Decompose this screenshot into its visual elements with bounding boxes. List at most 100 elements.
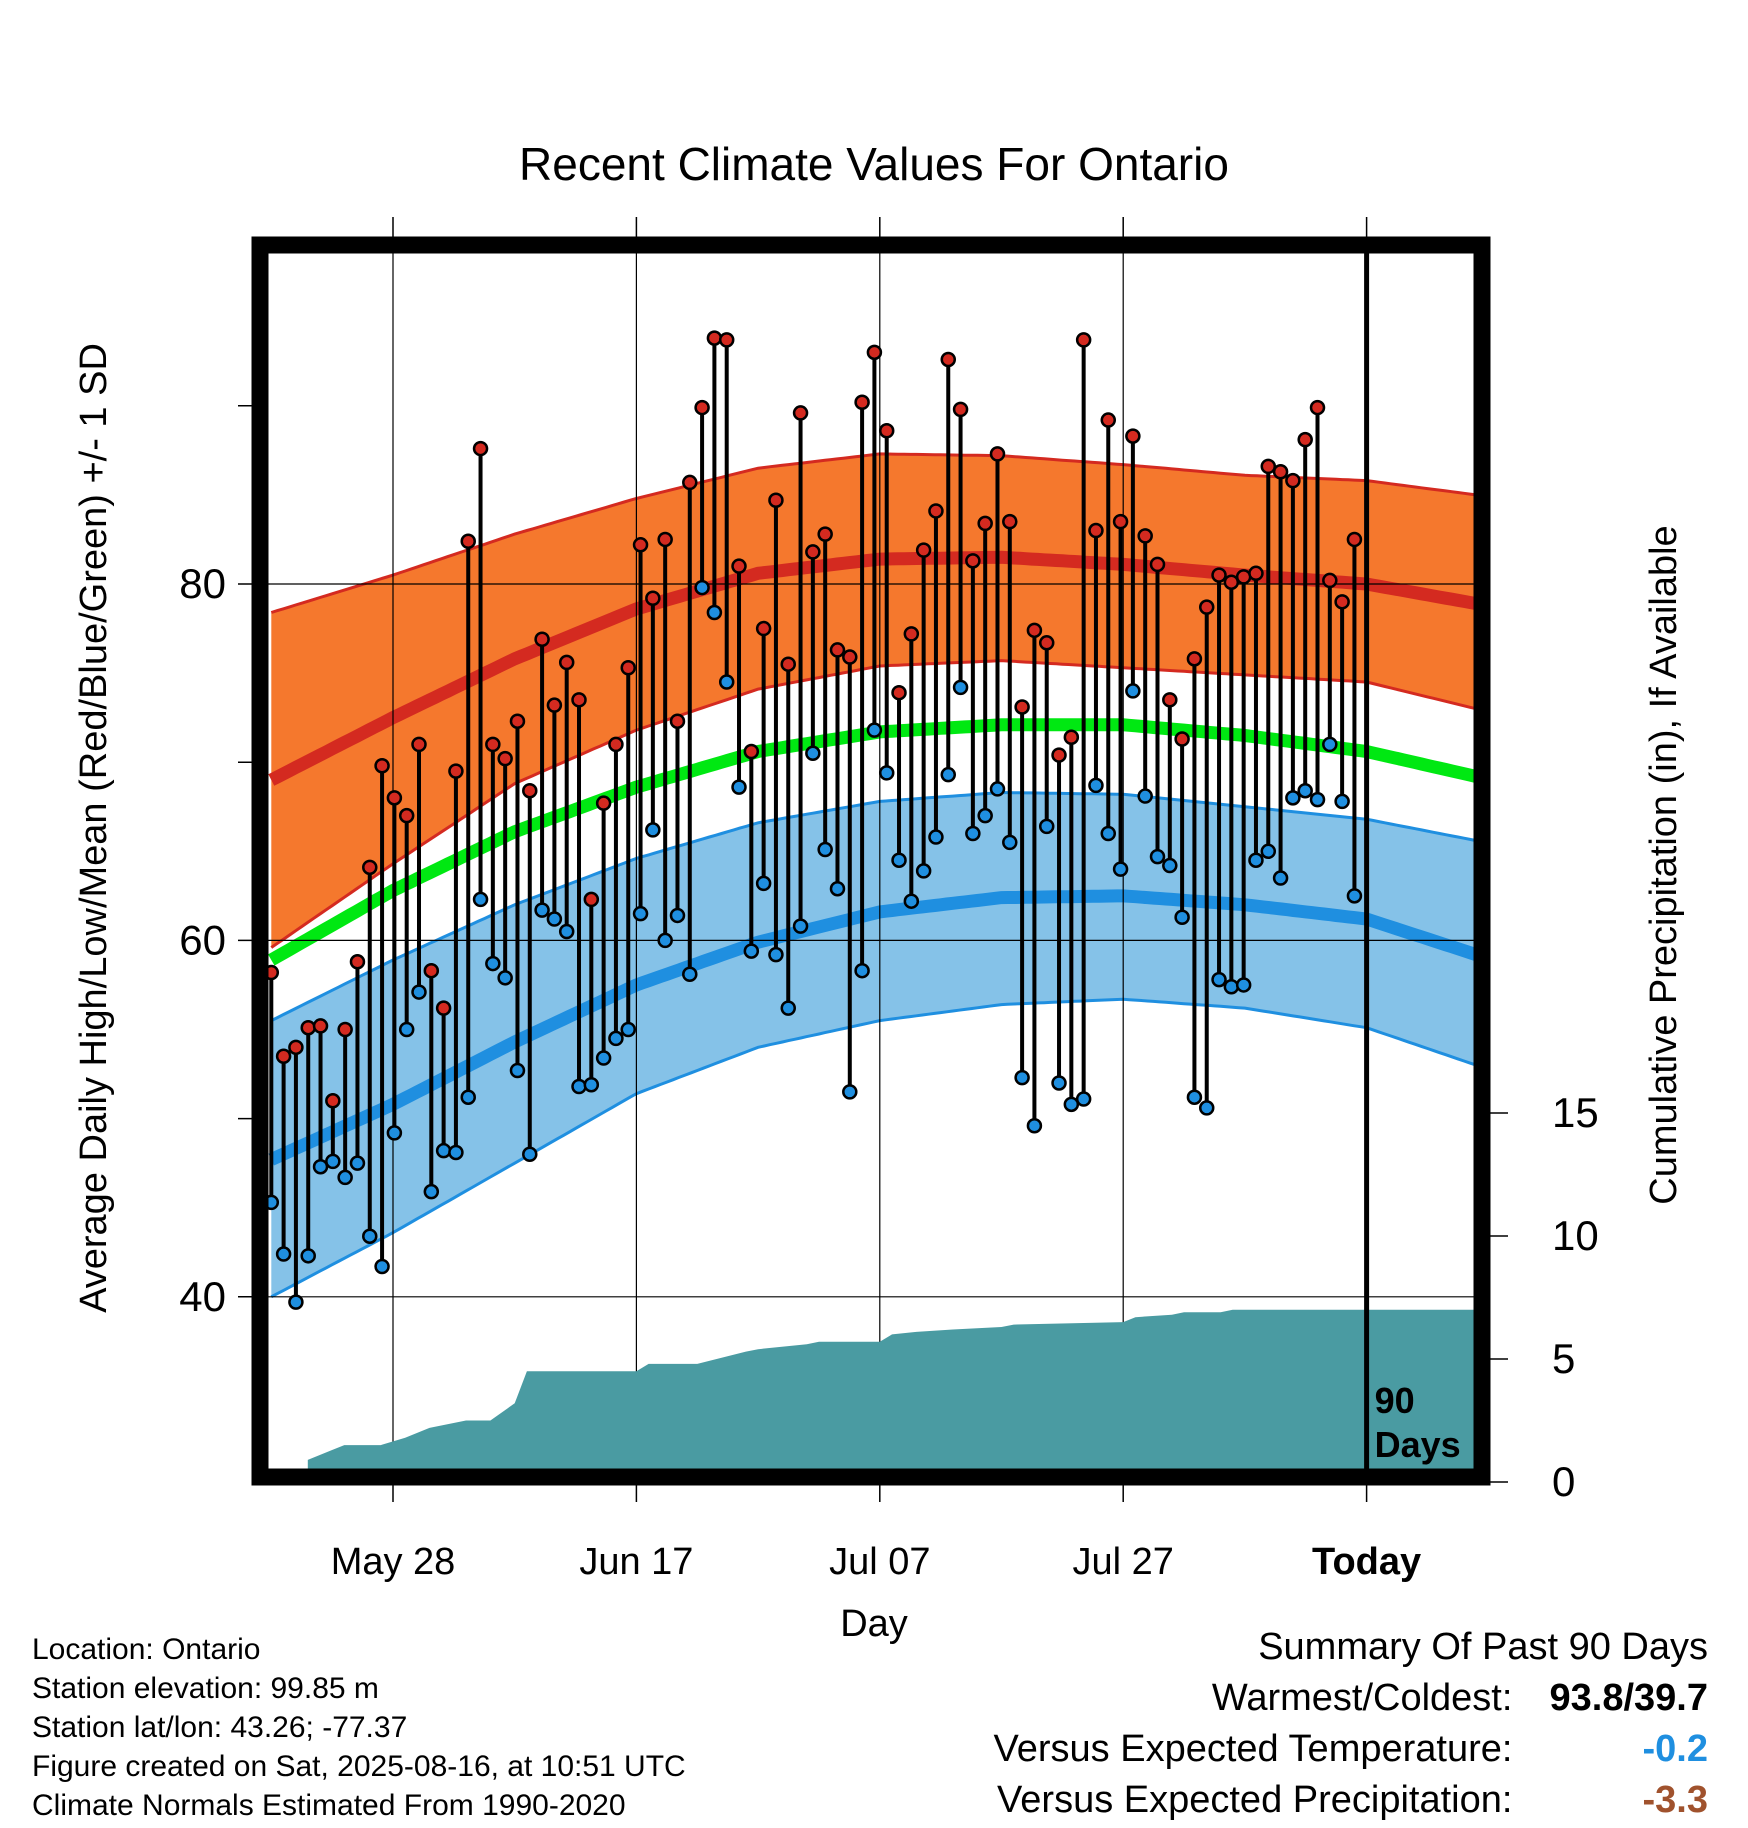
daily-low-point: [362, 1228, 378, 1244]
daily-high-point: [989, 446, 1006, 462]
daily-high-point: [977, 515, 993, 532]
y2-tick-label: 0: [1552, 1458, 1575, 1505]
daily-high-point: [337, 1021, 353, 1038]
daily-high-point: [731, 558, 747, 574]
today-days-label: 90 Days: [1375, 1380, 1461, 1465]
daily-high-point: [1309, 399, 1326, 416]
chart-title: Recent Climate Values For Ontario: [519, 138, 1229, 190]
daily-low-point: [1198, 1100, 1215, 1116]
daily-low-point: [891, 852, 907, 868]
daily-low-point: [768, 946, 784, 963]
daily-low-point: [1297, 782, 1313, 799]
daily-high-point: [1346, 531, 1363, 548]
daily-high-point: [829, 642, 846, 658]
daily-high-point: [472, 440, 489, 457]
daily-low-point: [386, 1125, 403, 1141]
daily-high-point: [1038, 635, 1055, 651]
daily-high-point: [1211, 567, 1227, 583]
daily-high-point: [1297, 431, 1313, 448]
daily-high-point: [1026, 622, 1043, 639]
daily-high-point: [805, 544, 821, 560]
daily-low-point: [485, 955, 501, 972]
daily-low-point: [349, 1155, 366, 1171]
daily-low-point: [571, 1078, 587, 1095]
daily-low-point: [595, 1050, 612, 1066]
daily-high-point: [817, 526, 833, 542]
daily-high-point: [1100, 412, 1117, 428]
daily-low-point: [288, 1294, 304, 1310]
x-tick-label: Jul 07: [829, 1541, 930, 1583]
daily-low-point: [435, 1142, 452, 1159]
daily-low-point: [608, 1030, 624, 1047]
daily-high-point: [423, 962, 440, 979]
daily-high-point: [1014, 699, 1030, 715]
daily-low-point: [792, 918, 809, 934]
daily-high-point: [878, 422, 895, 439]
precip-anomaly-label: Versus Expected Precipitation:: [997, 1779, 1513, 1821]
daily-high-point: [583, 891, 600, 908]
y-tick-label: 60: [179, 916, 226, 963]
daily-low-point: [337, 1169, 353, 1186]
daily-high-point: [755, 620, 772, 637]
warm-cold-value: 93.8/39.7: [1549, 1677, 1708, 1719]
summary-warm-cold: Warmest/Coldest: 93.8/39.7: [994, 1673, 1708, 1724]
daily-low-point: [1075, 1091, 1092, 1107]
daily-low-point: [1174, 909, 1190, 925]
daily-low-point: [534, 902, 550, 918]
daily-high-point: [1186, 651, 1203, 667]
daily-high-point: [1063, 729, 1080, 746]
daily-low-point: [928, 829, 944, 845]
y2-tick-label: 15: [1552, 1089, 1599, 1136]
daily-low-point: [312, 1158, 329, 1175]
daily-high-point: [928, 503, 944, 519]
daily-high-point: [866, 344, 883, 361]
daily-high-point: [1162, 692, 1178, 708]
daily-high-point: [1137, 528, 1153, 544]
daily-low-point: [1309, 791, 1326, 808]
daily-low-point: [497, 970, 513, 986]
daily-low-point: [1112, 861, 1129, 877]
daily-high-point: [620, 660, 636, 676]
daily-low-point: [632, 905, 649, 922]
precip-anomaly-value: -3.3: [1642, 1779, 1708, 1821]
y2-tick-label: 5: [1552, 1335, 1575, 1382]
daily-high-point: [460, 533, 476, 549]
daily-low-point: [275, 1246, 292, 1262]
daily-high-point: [1051, 747, 1067, 763]
daily-low-point: [472, 891, 489, 908]
daily-high-point: [952, 401, 969, 418]
daily-low-point: [977, 807, 993, 824]
daily-low-point: [583, 1076, 600, 1093]
daily-low-point: [1088, 777, 1104, 794]
daily-high-point: [362, 859, 378, 876]
daily-low-point: [915, 863, 932, 879]
daily-low-point: [1346, 888, 1363, 904]
daily-low-point: [423, 1183, 440, 1200]
daily-high-point: [312, 1018, 329, 1034]
daily-high-point: [522, 782, 538, 799]
daily-low-point: [952, 679, 969, 696]
temp-anomaly-label: Versus Expected Temperature:: [993, 1728, 1513, 1770]
daily-high-point: [1088, 522, 1104, 539]
daily-low-point: [1248, 852, 1264, 868]
daily-high-point: [682, 474, 698, 491]
daily-low-point: [940, 766, 957, 783]
daily-high-point: [743, 743, 760, 760]
daily-high-point: [1198, 599, 1215, 615]
daily-high-point: [718, 332, 735, 348]
daily-high-point: [349, 954, 366, 970]
daily-low-point: [325, 1153, 341, 1170]
daily-low-point: [620, 1021, 636, 1038]
daily-low-point: [780, 1000, 796, 1016]
daily-low-point: [645, 822, 661, 838]
daily-low-point: [965, 825, 981, 842]
daily-low-point: [903, 893, 920, 909]
daily-low-point: [1285, 790, 1301, 806]
daily-high-point: [854, 394, 870, 410]
summary-title: Summary Of Past 90 Days: [1258, 1626, 1708, 1668]
daily-high-point: [842, 649, 858, 665]
daily-high-point: [1235, 569, 1252, 585]
daily-high-point: [792, 405, 809, 421]
daily-high-point: [558, 654, 575, 671]
